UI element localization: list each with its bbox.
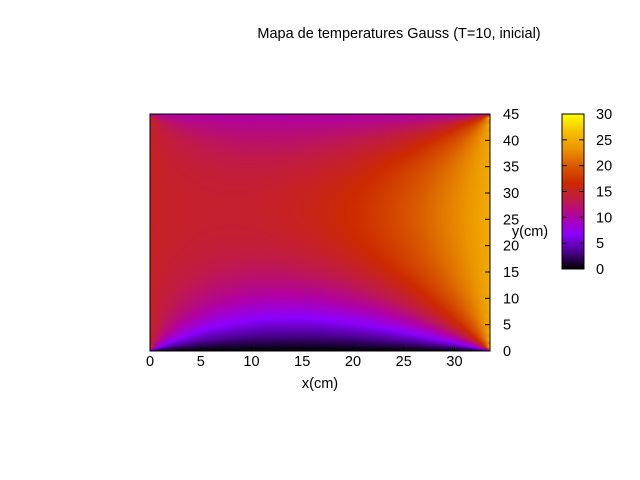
colorbar-tick-label: 10 [596,210,612,226]
x-axis-label: x(cm) [302,376,338,392]
x-tick-label: 15 [294,354,310,370]
y-axis-label: y(cm) [512,224,548,240]
colorbar-tick-label: 25 [596,133,612,149]
y-tick-label: 30 [503,186,519,202]
y-tick-label: 10 [503,291,519,307]
y-tick-label: 45 [503,107,519,123]
y-tick-label: 5 [503,318,511,334]
x-tick-label: 30 [446,354,462,370]
colorbar-tick-label: 30 [596,107,612,123]
y-axis: 0 5 10 15 20 25 30 35 40 45 [485,107,519,360]
colorbar-tick-label: 0 [596,262,604,278]
x-axis: 0 5 10 15 20 25 30 [146,346,463,370]
y-tick-label: 15 [503,265,519,281]
x-tick-label: 5 [197,354,205,370]
colorbar-tick-label: 5 [596,236,604,252]
x-tick-label: 25 [396,354,412,370]
y-tick-label: 35 [503,160,519,176]
colorbar-axis: 0 5 10 15 20 25 30 [562,107,612,278]
heatmap-image [150,114,490,351]
chart-title: Mapa de temperatures Gauss (T=10, inicia… [257,26,540,42]
colorbar-tick-label: 20 [596,159,612,175]
x-tick-label: 0 [146,354,154,370]
x-tick-label: 10 [243,354,259,370]
y-tick-label: 40 [503,133,519,149]
y-tick-label: 25 [503,212,519,228]
x-tick-label: 20 [345,354,361,370]
y-tick-label: 0 [503,344,511,360]
colorbar-tick-label: 15 [596,185,612,201]
y-tick-label: 20 [503,239,519,255]
plot-frame [149,113,491,352]
